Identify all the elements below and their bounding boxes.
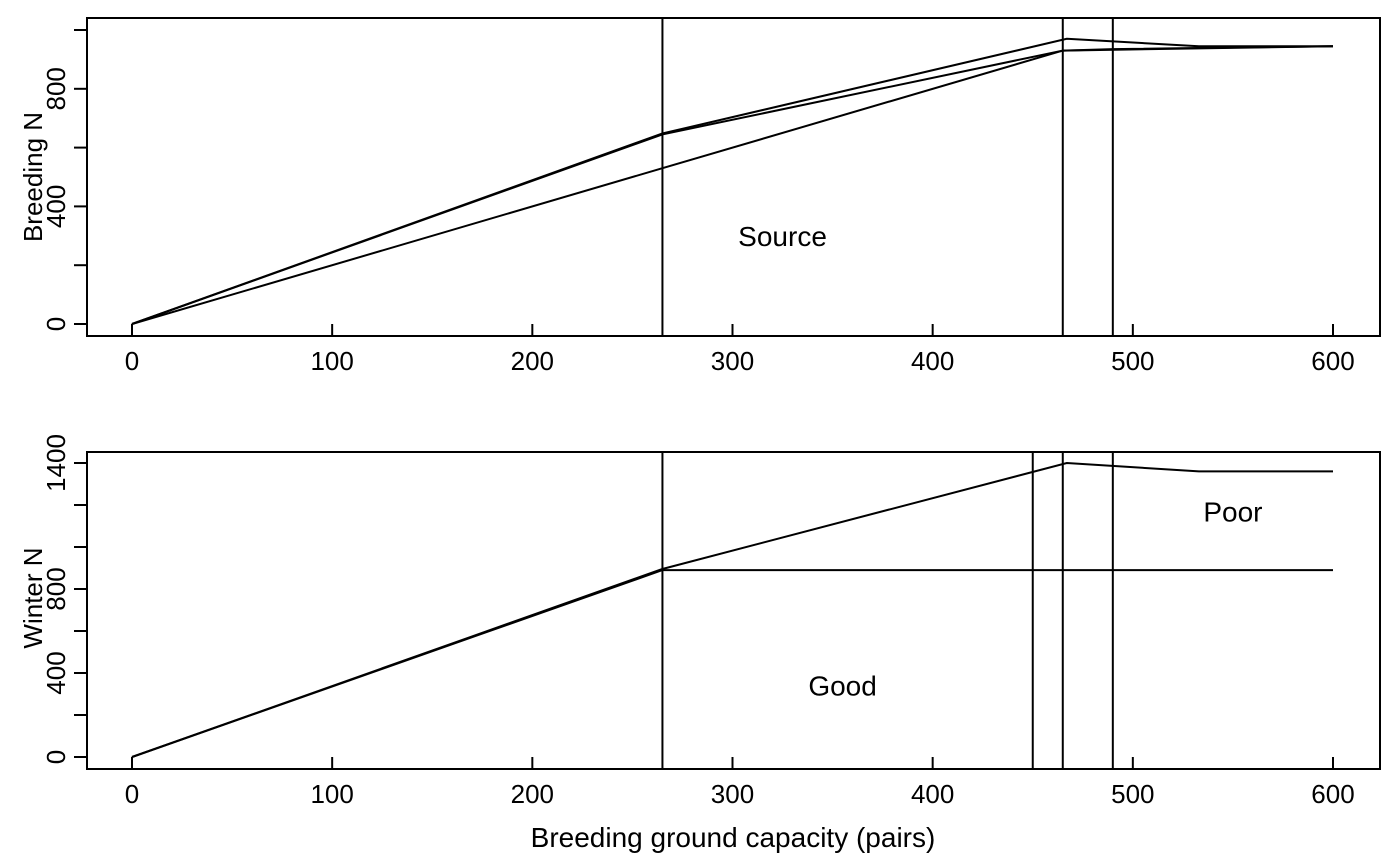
x-tick-label: 100 <box>310 779 353 809</box>
x-axis-label: Breeding ground capacity (pairs) <box>531 822 936 853</box>
series-line <box>131 461 1333 758</box>
series-line <box>131 45 1334 325</box>
y-axis-label: Breeding N <box>18 112 48 242</box>
series-line <box>131 45 1334 325</box>
x-tick-label: 300 <box>711 346 754 376</box>
y-tick-label: 400 <box>41 651 71 694</box>
annotation-label: Source <box>738 221 827 252</box>
x-tick-label: 200 <box>511 779 554 809</box>
y-tick-label: 0 <box>41 317 71 331</box>
y-tick-label: 1400 <box>41 434 71 492</box>
x-tick-label: 600 <box>1311 779 1354 809</box>
plot-frame <box>86 17 1381 337</box>
x-tick-label: 0 <box>125 346 139 376</box>
series-line <box>131 569 1333 758</box>
y-tick-label: 800 <box>41 567 71 610</box>
series-line <box>131 37 1333 325</box>
x-tick-label: 300 <box>711 779 754 809</box>
x-tick-label: 0 <box>125 779 139 809</box>
y-tick-label: 800 <box>41 67 71 110</box>
x-tick-label: 200 <box>511 346 554 376</box>
plot-frame <box>86 451 1381 770</box>
x-tick-label: 500 <box>1111 779 1154 809</box>
annotation-label: Good <box>808 671 877 702</box>
y-axis-label: Winter N <box>18 547 48 648</box>
x-tick-label: 400 <box>911 346 954 376</box>
annotation-label: Poor <box>1203 496 1262 527</box>
breeding-panel: Breeding N 0 100 200 300 400 500 600 0 400 800 Sou… <box>18 17 1381 376</box>
winter-panel: Winter N Breeding ground capacity (pairs… <box>18 434 1381 853</box>
x-tick-label: 100 <box>310 346 353 376</box>
x-tick-label: 400 <box>911 779 954 809</box>
y-tick-label: 0 <box>41 750 71 764</box>
y-tick-label: 400 <box>41 185 71 228</box>
x-tick-label: 500 <box>1111 346 1154 376</box>
x-tick-label: 600 <box>1311 346 1354 376</box>
